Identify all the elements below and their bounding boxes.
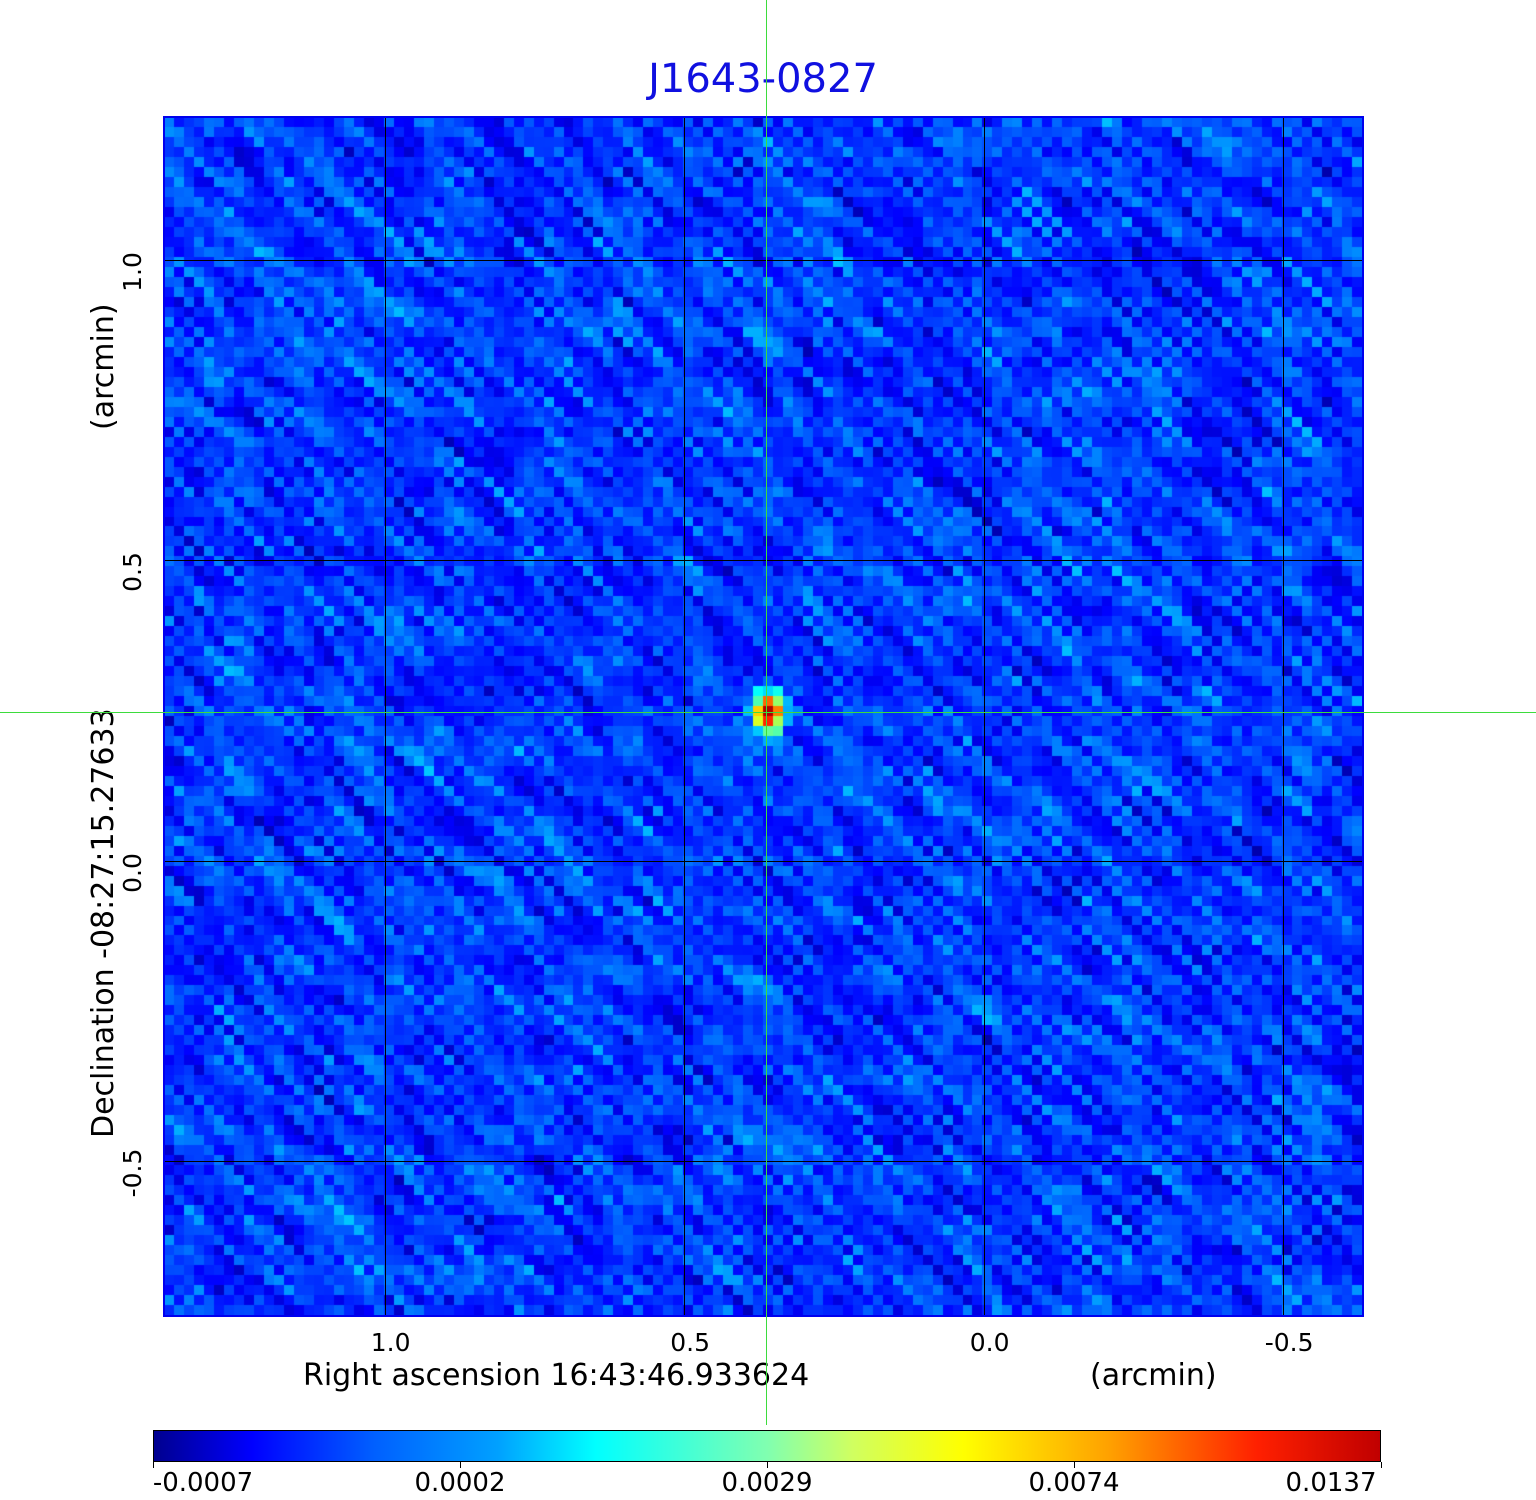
y-axis-unit: (arcmin)	[86, 303, 121, 430]
x-axis-label: Right ascension 16:43:46.933624	[303, 1358, 810, 1393]
y-gridline	[165, 860, 1362, 862]
colorbar-tick	[153, 1462, 154, 1468]
colorbar	[153, 1430, 1381, 1462]
y-tick-label: -0.5	[118, 1148, 147, 1198]
colorbar-tick	[1381, 1462, 1382, 1468]
colorbar-tick-label: 0.0137	[1285, 1468, 1377, 1498]
x-tick-label: -0.5	[1264, 1328, 1314, 1357]
x-axis-unit: (arcmin)	[1090, 1358, 1217, 1393]
image-plot-area[interactable]	[163, 116, 1364, 1317]
x-gridline	[1283, 118, 1285, 1315]
x-tick-label: 1.0	[370, 1328, 411, 1357]
colorbar-tick	[460, 1462, 461, 1468]
x-tick-label: 0.5	[670, 1328, 711, 1357]
y-tick-label: 0.5	[118, 552, 147, 593]
y-gridline	[165, 260, 1362, 262]
x-gridline	[684, 118, 686, 1315]
x-gridline	[384, 118, 386, 1315]
y-tick-label: 0.0	[118, 852, 147, 893]
colorbar-tick-label: 0.0074	[1028, 1468, 1120, 1498]
y-tick-label: 1.0	[118, 252, 147, 292]
y-gridline	[165, 1160, 1362, 1162]
x-tick-label: 0.0	[969, 1328, 1010, 1357]
chart-title: J1643-0827	[648, 56, 878, 102]
y-axis-label: Declination -08:27:15.27633	[86, 708, 121, 1138]
colorbar-tick	[1074, 1462, 1075, 1468]
heatmap-image	[165, 118, 1362, 1315]
colorbar-tick-label: 0.0029	[721, 1468, 813, 1498]
colorbar-tick-label: -0.0007	[152, 1468, 254, 1498]
colorbar-tick-label: 0.0002	[414, 1468, 506, 1498]
x-gridline	[983, 118, 985, 1315]
colorbar-tick	[767, 1462, 768, 1468]
y-gridline	[165, 560, 1362, 562]
crosshair-horizontal	[0, 712, 1536, 713]
